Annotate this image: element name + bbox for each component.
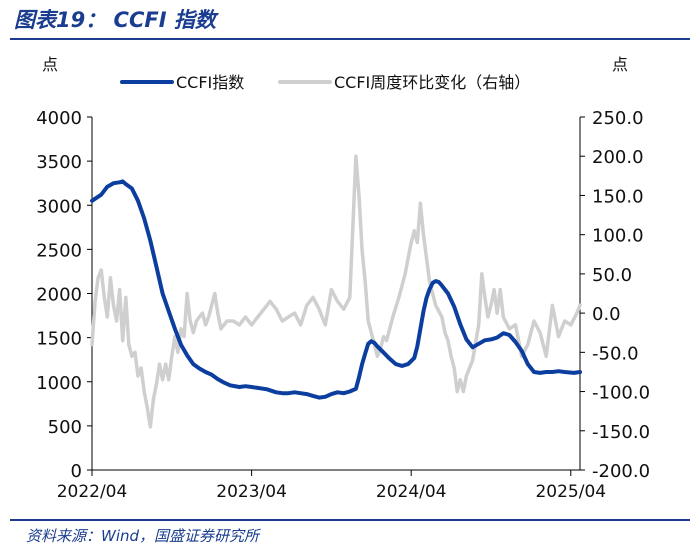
right-tick-label: -100.0: [592, 383, 650, 404]
right-tick-label: 200.0: [592, 147, 644, 168]
right-tick-label: -50.0: [592, 343, 639, 364]
right-tick-label: 100.0: [592, 226, 644, 247]
right-tick-label: 50.0: [592, 265, 632, 286]
footer-rule: [10, 519, 690, 521]
right-tick-label: -200.0: [592, 461, 650, 482]
left-tick-label: 500: [48, 417, 82, 438]
left-tick-label: 4000: [36, 108, 82, 129]
left-tick-label: 2500: [36, 240, 82, 261]
series-line-ccfi-index: [90, 179, 582, 400]
legend: CCFI指数 CCFI周度环比变化（右轴）: [120, 73, 530, 92]
x-tick-label: 2022/04: [57, 482, 128, 502]
legend-label-index: CCFI指数: [176, 73, 244, 92]
left-tick-label: 0: [71, 461, 82, 482]
right-tick-label: 250.0: [592, 108, 644, 129]
ccfi-chart: 点 点 CCFI指数 CCFI周度环比变化（右轴） 0 500 1000 1500 20…: [36, 55, 650, 502]
left-tick-label: 3500: [36, 152, 82, 173]
right-axis-unit-label: 点: [612, 55, 628, 74]
legend-label-change: CCFI周度环比变化（右轴）: [334, 73, 530, 92]
left-tick-label: 3000: [36, 196, 82, 217]
title-rule: [10, 38, 690, 40]
axes: 0 500 1000 1500 2000 2500 3000 3500 4000 -200.0 -1…: [36, 108, 650, 502]
series-layer: [90, 154, 582, 429]
x-tick-label: 2024/04: [376, 482, 447, 502]
figure-title: 图表19： CCFI 指数: [14, 8, 216, 32]
right-tick-label: 0.0: [592, 304, 621, 325]
left-axis-unit-label: 点: [42, 55, 58, 74]
left-tick-label: 1000: [36, 373, 82, 394]
source-note: 资料来源：Wind，国盛证券研究所: [26, 527, 260, 545]
left-tick-label: 2000: [36, 285, 82, 306]
right-tick-label: -150.0: [592, 422, 650, 443]
right-tick-label: 150.0: [592, 186, 644, 207]
series-line-weekly-change: [90, 154, 582, 429]
x-tick-label: 2025/04: [535, 482, 606, 502]
left-tick-label: 1500: [36, 329, 82, 350]
x-tick-label: 2023/04: [216, 482, 287, 502]
